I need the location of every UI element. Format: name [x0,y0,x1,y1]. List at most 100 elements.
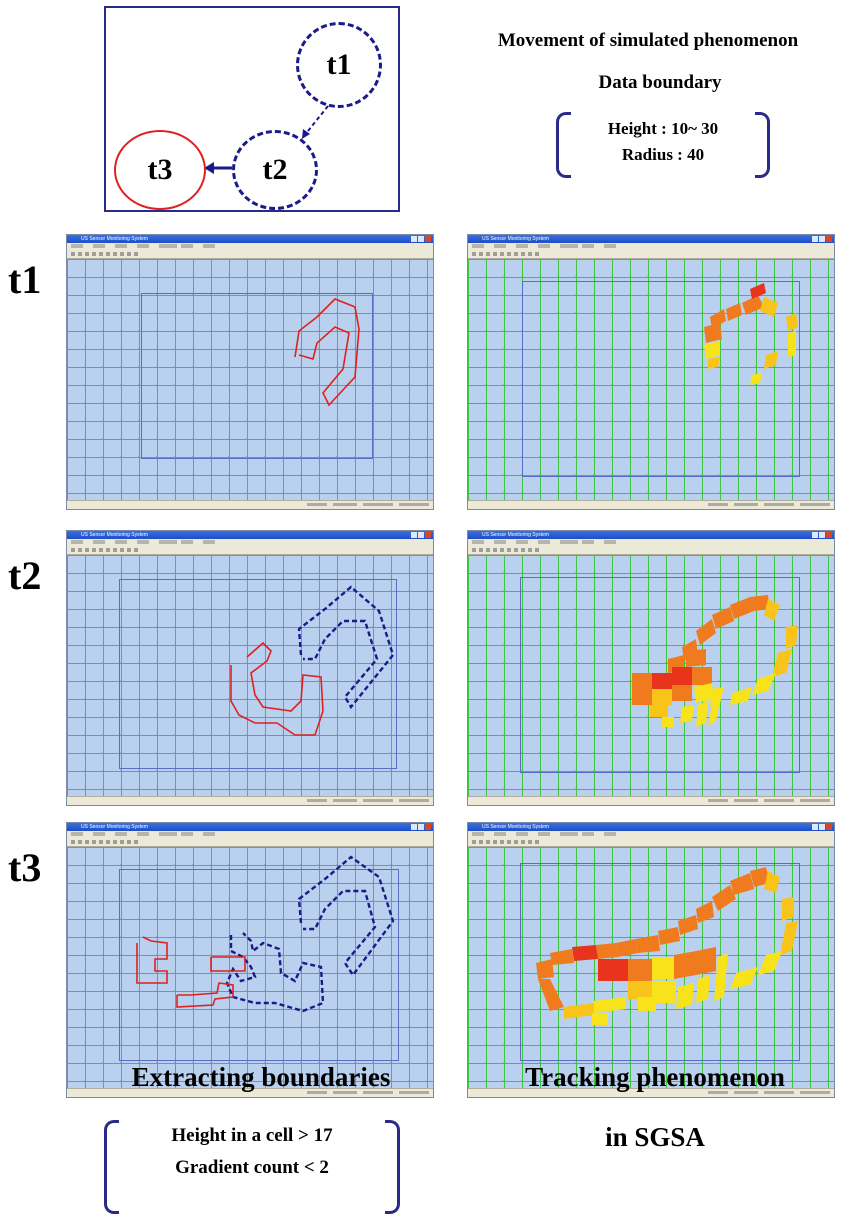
menu-item[interactable] [71,832,83,836]
menu-item[interactable] [93,244,105,248]
minimize-button[interactable] [812,532,818,538]
toolbar-button[interactable] [479,252,483,256]
toolbar-button[interactable] [514,548,518,552]
sensor-grid-canvas[interactable] [67,555,433,797]
toolbar-button[interactable] [92,840,96,844]
menu-item[interactable] [472,832,484,836]
menu-item[interactable] [538,244,550,248]
toolbar-button[interactable] [78,548,82,552]
toolbar-button[interactable] [472,252,476,256]
toolbar-button[interactable] [92,548,96,552]
menu-item[interactable] [71,244,83,248]
close-button[interactable] [826,236,832,242]
toolbar-button[interactable] [486,252,490,256]
toolbar-button[interactable] [113,252,117,256]
menu-item[interactable] [137,540,149,544]
toolbar-button[interactable] [521,548,525,552]
menu-item[interactable] [582,244,594,248]
toolbar-button[interactable] [472,548,476,552]
window-titlebar[interactable]: US Sensor Monitoring System [468,235,834,243]
toolbar-button[interactable] [120,252,124,256]
toolbar-button[interactable] [106,548,110,552]
maximize-button[interactable] [819,824,825,830]
toolbar-button[interactable] [85,548,89,552]
toolbar-button[interactable] [486,548,490,552]
toolbar-button[interactable] [500,548,504,552]
toolbar[interactable] [468,838,834,847]
menu-item[interactable] [560,244,578,248]
menu-item[interactable] [560,540,578,544]
menu-item[interactable] [115,832,127,836]
toolbar-button[interactable] [479,548,483,552]
sensor-grid-canvas[interactable] [468,259,834,501]
menu-item[interactable] [494,540,506,544]
menu-item[interactable] [560,832,578,836]
toolbar-button[interactable] [78,252,82,256]
toolbar-button[interactable] [134,548,138,552]
menu-item[interactable] [137,832,149,836]
toolbar-button[interactable] [521,840,525,844]
toolbar-button[interactable] [127,548,131,552]
toolbar-button[interactable] [71,840,75,844]
toolbar-button[interactable] [134,840,138,844]
toolbar-button[interactable] [106,252,110,256]
close-button[interactable] [826,532,832,538]
toolbar-button[interactable] [535,840,539,844]
menu-item[interactable] [516,540,528,544]
toolbar-button[interactable] [120,548,124,552]
maximize-button[interactable] [418,532,424,538]
toolbar-button[interactable] [85,840,89,844]
menu-item[interactable] [115,540,127,544]
menu-item[interactable] [516,832,528,836]
tracking-window-t2[interactable]: US Sensor Monitoring System [467,530,835,806]
menu-item[interactable] [494,832,506,836]
maximize-button[interactable] [418,236,424,242]
window-titlebar[interactable]: US Sensor Monitoring System [468,531,834,539]
minimize-button[interactable] [411,824,417,830]
menu-item[interactable] [181,244,193,248]
toolbar[interactable] [67,838,433,847]
toolbar-button[interactable] [85,252,89,256]
minimize-button[interactable] [812,236,818,242]
close-button[interactable] [425,532,431,538]
menu-item[interactable] [494,244,506,248]
toolbar-button[interactable] [479,840,483,844]
toolbar[interactable] [468,250,834,259]
maximize-button[interactable] [819,236,825,242]
toolbar-button[interactable] [493,548,497,552]
toolbar-button[interactable] [500,840,504,844]
menu-item[interactable] [181,540,193,544]
menu-item[interactable] [181,832,193,836]
menu-item[interactable] [93,832,105,836]
menu-item[interactable] [582,832,594,836]
menu-item[interactable] [538,832,550,836]
menu-item[interactable] [472,540,484,544]
toolbar-button[interactable] [92,252,96,256]
toolbar-button[interactable] [78,840,82,844]
toolbar[interactable] [67,546,433,555]
toolbar-button[interactable] [99,548,103,552]
toolbar-button[interactable] [507,252,511,256]
menu-item[interactable] [604,244,616,248]
toolbar-button[interactable] [535,252,539,256]
menu-item[interactable] [472,244,484,248]
toolbar-button[interactable] [71,548,75,552]
toolbar-button[interactable] [120,840,124,844]
window-titlebar[interactable]: US Sensor Monitoring System [67,823,433,831]
toolbar-button[interactable] [486,840,490,844]
toolbar-button[interactable] [514,252,518,256]
toolbar-button[interactable] [521,252,525,256]
menu-item[interactable] [137,244,149,248]
menu-item[interactable] [71,540,83,544]
menu-item[interactable] [159,244,177,248]
toolbar-button[interactable] [113,840,117,844]
menu-item[interactable] [115,244,127,248]
toolbar-button[interactable] [507,548,511,552]
toolbar-button[interactable] [127,252,131,256]
close-button[interactable] [826,824,832,830]
minimize-button[interactable] [812,824,818,830]
toolbar-button[interactable] [514,840,518,844]
toolbar-button[interactable] [528,840,532,844]
toolbar-button[interactable] [500,252,504,256]
sensor-grid-canvas[interactable] [67,847,433,1089]
